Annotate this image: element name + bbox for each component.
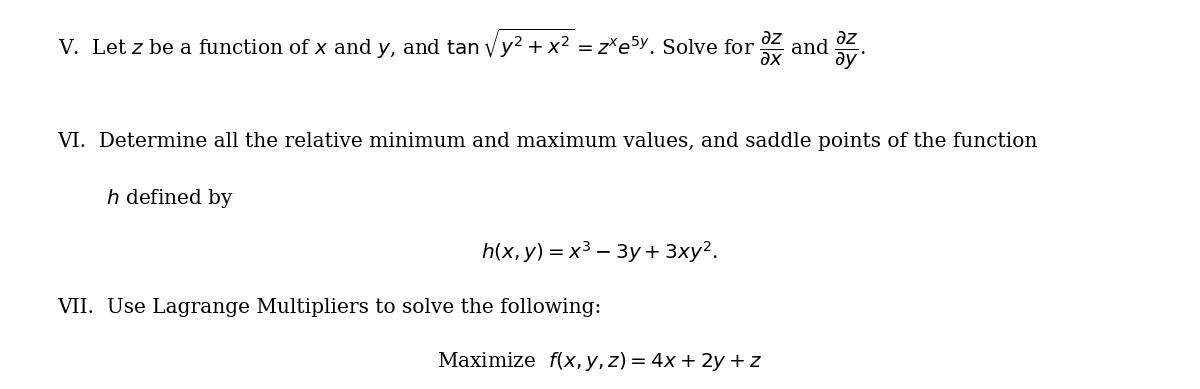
Text: $h(x,y) = x^3 - 3y + 3xy^2$.: $h(x,y) = x^3 - 3y + 3xy^2$. [481, 239, 719, 265]
Text: VI.  Determine all the relative minimum and maximum values, and saddle points of: VI. Determine all the relative minimum a… [58, 132, 1038, 151]
Text: V.  Let $z$ be a function of $x$ and $y$, and $\tan\sqrt{y^2+x^2} = z^x e^{5y}$.: V. Let $z$ be a function of $x$ and $y$,… [58, 27, 865, 72]
Text: $h$ defined by: $h$ defined by [106, 187, 234, 210]
Text: Maximize  $f(x,y,z) = 4x + 2y + z$: Maximize $f(x,y,z) = 4x + 2y + z$ [437, 350, 763, 373]
Text: VII.  Use Lagrange Multipliers to solve the following:: VII. Use Lagrange Multipliers to solve t… [58, 298, 602, 317]
